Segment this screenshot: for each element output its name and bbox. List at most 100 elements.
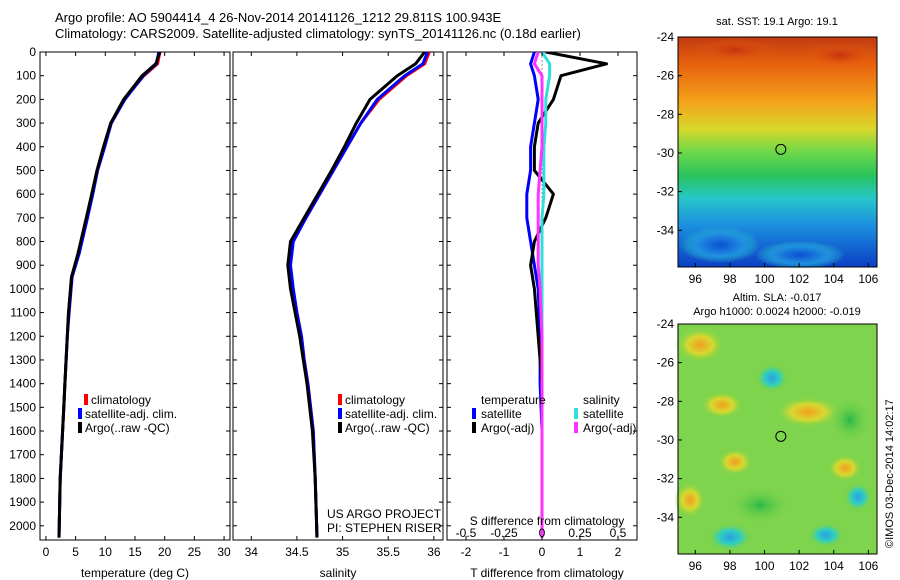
legend-swatch-climatology xyxy=(338,394,342,405)
legend-swatch-temp-satellite xyxy=(472,408,476,419)
depth-tick-label: 100 xyxy=(16,69,36,83)
depth-tick-label: 300 xyxy=(16,116,36,130)
s-difference-axis-label: S difference from climatology xyxy=(470,514,625,528)
profile-title: Argo profile: AO 5904414_4 26-Nov-2014 2… xyxy=(55,10,502,25)
salinity-legend: climatology satellite-adj. clim. Argo(..… xyxy=(338,393,437,435)
lon-tick-label: 106 xyxy=(858,272,878,286)
x-tick-label: 36 xyxy=(427,545,441,559)
sla-high-patch xyxy=(675,327,725,363)
lon-tick-label: 98 xyxy=(723,272,737,286)
legend-label-climatology: climatology xyxy=(91,393,151,407)
sla-map-frame xyxy=(677,323,878,555)
sla-high-patch xyxy=(774,396,842,428)
legend-swatch-satellite-adj xyxy=(338,408,342,419)
legend-swatch-climatology xyxy=(84,394,88,405)
depth-tick-label: 1000 xyxy=(9,282,36,296)
lon-tick-label: 100 xyxy=(755,272,775,286)
series-line xyxy=(289,52,429,538)
x-tick-label: 1 xyxy=(577,545,584,559)
sla-map-title: Altim. SLA: -0.017 xyxy=(733,292,822,304)
legend-heading-salinity: salinity xyxy=(583,393,620,407)
legend-swatch-satellite-adj xyxy=(78,408,82,419)
legend-swatch-temp-argo xyxy=(472,422,476,433)
depth-tick-label: 900 xyxy=(16,258,36,272)
legend-swatch-sal-argo xyxy=(574,422,578,433)
argo-position-marker xyxy=(775,143,787,155)
depth-tick-label: 2000 xyxy=(9,519,36,533)
depth-tick-label: 1900 xyxy=(9,495,36,509)
lat-tick-label: -34 xyxy=(657,510,675,524)
lon-tick-label: 102 xyxy=(789,272,809,286)
s-diff-tick-label: -0.25 xyxy=(490,526,518,540)
x-tick-label: 20 xyxy=(158,545,172,559)
series-group xyxy=(57,52,162,538)
sla-map-ticks: 96 98 100 102 104 106 -24 -26 -28 -30 -32 -34 xyxy=(657,317,879,573)
depth-tick-label: 1100 xyxy=(10,306,36,320)
legend-label-satellite-adj: satellite-adj. clim. xyxy=(85,407,177,421)
temperature-legend: climatology satellite-adj. clim. Argo(..… xyxy=(78,393,177,435)
sst-warm-patch xyxy=(805,43,875,67)
sla-high-patch xyxy=(717,448,753,476)
legend-label-sal-argo: Argo(-adj) xyxy=(583,421,636,435)
x-tick-label: 34 xyxy=(245,545,259,559)
depth-tick-label: 1700 xyxy=(9,448,36,462)
legend-swatch-sal-satellite xyxy=(574,408,578,419)
ticks-layer: 0100200300400500600700800900100011001200… xyxy=(9,45,637,559)
depth-tick-label: 600 xyxy=(16,187,36,201)
x-tick-label: 25 xyxy=(188,545,202,559)
lon-tick-label: 98 xyxy=(723,559,737,573)
lat-tick-label: -24 xyxy=(657,30,675,44)
legend-label-satellite-adj: satellite-adj. clim. xyxy=(345,407,437,421)
lat-tick-label: -24 xyxy=(657,317,675,331)
x-tick-label: -2 xyxy=(461,545,472,559)
difference-legend: temperature satellite Argo(-adj) salinit… xyxy=(472,393,636,435)
depth-tick-label: 1400 xyxy=(9,377,36,391)
sst-map xyxy=(677,36,878,269)
pi-credit: PI: STEPHEN RISER xyxy=(327,521,442,535)
x-tick-label: 30 xyxy=(217,545,231,559)
x-tick-label: 0 xyxy=(43,545,50,559)
salinity-axis-label: salinity xyxy=(320,566,357,580)
depth-tick-label: 700 xyxy=(16,211,36,225)
legend-swatch-argo xyxy=(338,422,342,433)
legend-label-temp-satellite: satellite xyxy=(481,407,522,421)
sla-green-patch xyxy=(730,487,790,523)
t-difference-axis-label: T difference from climatology xyxy=(470,566,624,580)
s-diff-tick-label: 0.25 xyxy=(568,526,592,540)
x-tick-label: 2 xyxy=(615,545,622,559)
lat-tick-label: -26 xyxy=(657,356,675,370)
lon-tick-label: 102 xyxy=(789,559,809,573)
depth-tick-label: 1200 xyxy=(9,329,36,343)
x-tick-label: 15 xyxy=(128,545,142,559)
imos-watermark: ©IMOS 03-Dec-2014 14:02:17 xyxy=(884,399,896,548)
lat-tick-label: -26 xyxy=(657,69,675,83)
depth-tick-label: 1600 xyxy=(9,424,36,438)
s-diff-tick-label: 0.5 xyxy=(610,526,627,540)
depth-tick-label: 1500 xyxy=(9,400,36,414)
sst-map-title: sat. SST: 19.1 Argo: 19.1 xyxy=(716,16,838,28)
sla-green-patch xyxy=(830,398,870,442)
lon-tick-label: 104 xyxy=(824,272,844,286)
lat-tick-label: -34 xyxy=(657,223,675,237)
legend-swatch-argo xyxy=(78,422,82,433)
legend-label-argo: Argo(..raw -QC) xyxy=(345,421,430,435)
lat-tick-label: -32 xyxy=(657,472,675,486)
sla-low-patch xyxy=(808,523,844,547)
sst-map-ticks: 96 98 100 102 104 106 -24 -26 -28 -30 -32 -34 xyxy=(657,30,879,286)
legend-heading-temperature: temperature xyxy=(481,393,546,407)
depth-tick-label: 1300 xyxy=(9,353,36,367)
x-tick-label: -1 xyxy=(499,545,510,559)
legend-label-climatology: climatology xyxy=(345,393,405,407)
sla-high-patch xyxy=(674,482,706,518)
x-tick-label: 5 xyxy=(72,545,79,559)
salinity-panel xyxy=(232,51,444,541)
lon-tick-label: 104 xyxy=(824,559,844,573)
series-line xyxy=(286,52,426,538)
temperature-axis-label: temperature (deg C) xyxy=(81,566,189,580)
sla-low-patch xyxy=(844,483,872,511)
sla-low-patch xyxy=(756,364,788,392)
x-tick-label: 10 xyxy=(99,545,113,559)
sla-map xyxy=(674,323,878,555)
lat-tick-label: -32 xyxy=(657,185,675,199)
